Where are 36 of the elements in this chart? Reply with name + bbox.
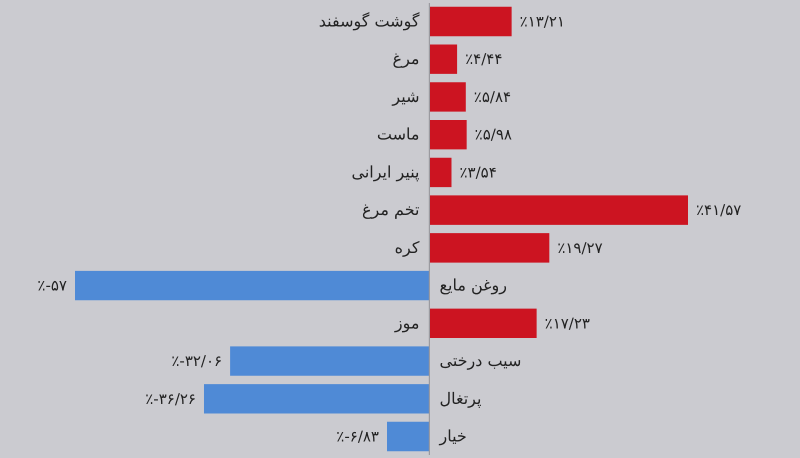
data-label: ٪۱۹/۲۷ (557, 238, 603, 257)
bar (429, 233, 550, 263)
y-tick-label: پرتغال (439, 388, 482, 408)
bar (429, 82, 466, 112)
data-label: ٪۵/۸۴ (474, 88, 512, 106)
bar (75, 270, 430, 300)
bar (429, 6, 512, 36)
data-label: ٪-۳۲/۰۶ (171, 352, 222, 370)
y-tick-label: پنیر ایرانی (351, 162, 420, 182)
bar (204, 384, 430, 414)
y-tick-label: کره (394, 238, 420, 257)
y-tick-label: مرغ (392, 49, 420, 68)
y-tick-label: سیب درختی (439, 351, 522, 370)
bar (429, 158, 452, 188)
data-label: ٪۱۷/۲۳ (544, 314, 590, 332)
y-tick-label: گوشت گوسفند (318, 11, 420, 30)
data-label: ٪۴۱/۵۷ (696, 201, 742, 220)
data-label: ٪۴/۴۴ (465, 50, 502, 68)
bar (429, 195, 688, 225)
data-label: ٪-۶/۸۳ (336, 428, 380, 446)
y-tick-label: تخم مرغ (362, 200, 420, 220)
data-label: ٪۱۳/۲۱ (520, 12, 565, 30)
y-tick-label: موز (394, 313, 420, 332)
bar (429, 120, 467, 150)
bar (230, 346, 430, 376)
bar (429, 308, 537, 338)
y-tick-label: روغن مایع (439, 276, 507, 295)
data-label: ٪-۵۷ (37, 276, 67, 295)
bar (387, 422, 430, 452)
y-tick-label: شیر (391, 86, 420, 106)
y-tick-label: ماست (376, 124, 420, 144)
data-label: ٪-۳۶/۲۶ (145, 390, 196, 408)
data-label: ٪۳/۵۴ (459, 163, 497, 182)
y-tick-label: خیار (438, 426, 467, 446)
data-label: ٪۵/۹۸ (474, 126, 512, 144)
bar (429, 44, 458, 74)
